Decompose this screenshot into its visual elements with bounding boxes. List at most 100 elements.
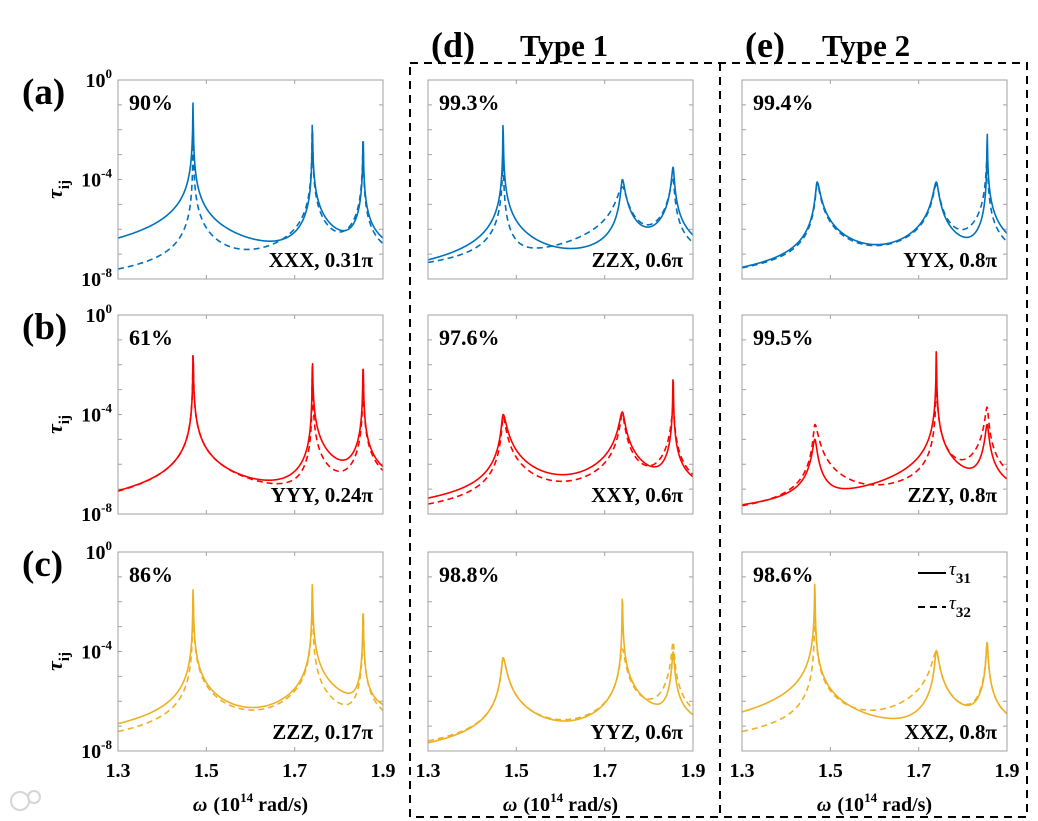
y-tick-label: 100 [86, 301, 113, 327]
x-tick-label: 1.5 [194, 760, 219, 782]
y-label-sub: ij [57, 180, 73, 189]
y-tick-label: 10-4 [81, 166, 112, 192]
series-group [428, 598, 693, 744]
structure-annotation: YYZ, 0.6π [590, 720, 683, 744]
axes-box [741, 79, 1008, 280]
panel-c-col3: 98.6% XXZ, 0.8π 1.3 1.5 1.7 1.9 ω (1014 rad/s) τ… [730, 551, 1020, 816]
axes-box [427, 314, 694, 515]
axes-box [117, 551, 384, 752]
legend-label: τ31 [949, 559, 971, 587]
efficiency-label: 98.6% [753, 562, 814, 587]
efficiency-label: 61% [129, 325, 173, 350]
series-group [118, 102, 383, 270]
y-tick-label: 100 [86, 538, 113, 564]
plot-area [742, 552, 1007, 751]
structure-annotation: YYY, 0.24π [271, 483, 374, 507]
series-line-tau32 [742, 386, 1007, 507]
x-label-exp: 14 [864, 790, 878, 805]
y-tick-exp: 0 [106, 538, 113, 553]
y-tick-label: 10-8 [81, 500, 112, 526]
y-label-sub: ij [57, 415, 73, 424]
series-line-tau31 [428, 124, 693, 261]
efficiency-label: 98.8% [439, 562, 500, 587]
x-tick-label: 1.5 [818, 760, 843, 782]
y-axis-label: τij [42, 180, 73, 199]
x-label-post: rad/s) [877, 794, 932, 816]
panel-a-col3: 99.4% YYX, 0.8π [741, 79, 1008, 280]
series-line-tau32 [742, 604, 1007, 733]
x-tick-label: 1.7 [906, 760, 931, 782]
x-axis-label: ω (1014 rad/s) [817, 790, 932, 816]
x-tick-label: 1.7 [282, 760, 307, 782]
series-group [428, 124, 693, 264]
series-line-tau31 [742, 133, 1007, 269]
structure-annotation: XXY, 0.6π [591, 483, 683, 507]
x-tick-label: 1.7 [592, 760, 617, 782]
x-label-exp: 14 [550, 790, 564, 805]
y-tick-exp: 0 [106, 301, 113, 316]
watermark-logo [10, 790, 41, 811]
series-line-tau31 [118, 354, 383, 492]
row-label-b: (b) [22, 307, 67, 348]
panel-b-col3: 99.5% ZZY, 0.8π [741, 314, 1008, 515]
panel-c-col2: 98.8% YYZ, 0.6π 1.3 1.5 1.7 1.9 ω (1014 rad/s) [416, 551, 706, 816]
axes-box [117, 79, 384, 280]
plot-area [118, 552, 383, 751]
efficiency-label: 99.3% [439, 90, 500, 115]
efficiency-label: 90% [129, 90, 173, 115]
y-tick-exp: -4 [101, 166, 112, 181]
legend-symbol: τ [949, 559, 957, 580]
efficiency-label: 99.5% [753, 325, 814, 350]
column-title-type2: Type 2 [822, 28, 910, 63]
structure-annotation: ZZX, 0.6π [592, 248, 684, 272]
efficiency-label: 99.4% [753, 90, 814, 115]
legend-symbol: τ [949, 593, 957, 614]
plot-area [428, 552, 693, 751]
series-line-tau32 [118, 354, 383, 492]
y-tick-label: 10-8 [81, 737, 112, 763]
y-tick-base: 10 [81, 504, 101, 526]
y-axis-label: τij [42, 415, 73, 434]
y-label-symbol: τ [42, 188, 67, 199]
y-tick-label: 10-4 [81, 401, 112, 427]
y-tick-base: 10 [86, 542, 106, 564]
series-line-tau31 [118, 102, 383, 242]
x-axis-label: ω (1014 rad/s) [193, 790, 308, 816]
series-line-tau32 [428, 159, 693, 264]
x-label-pre: (10 [523, 794, 550, 816]
y-tick-exp: -8 [101, 737, 112, 752]
y-label-symbol: τ [42, 660, 67, 671]
x-axis-label: ω (1014 rad/s) [503, 790, 618, 816]
series-group [742, 583, 1007, 733]
axes-box [427, 79, 694, 280]
plot-area [742, 315, 1007, 514]
x-label-symbol: ω [817, 794, 831, 816]
structure-annotation: XXZ, 0.8π [904, 720, 997, 744]
legend-label: τ32 [949, 593, 971, 621]
y-label-sub: ij [57, 652, 73, 661]
axes-box [427, 551, 694, 752]
y-tick-base: 10 [81, 405, 101, 427]
row-label-c: (c) [22, 544, 63, 585]
y-tick-base: 10 [81, 269, 101, 291]
structure-annotation: ZZY, 0.8π [907, 483, 997, 507]
y-tick-base: 10 [81, 170, 101, 192]
legend-sub: 32 [956, 605, 971, 621]
column-label-e: (e) [745, 25, 785, 65]
legend-sub: 31 [956, 571, 971, 587]
series-line-tau32 [428, 641, 693, 742]
series-group [742, 350, 1007, 507]
y-label-symbol: τ [42, 423, 67, 434]
x-tick-label: 1.9 [681, 760, 706, 782]
series-line-tau31 [742, 350, 1007, 506]
x-label-pre: (10 [837, 794, 864, 816]
column-label-d: (d) [431, 25, 475, 65]
y-tick-exp: -4 [101, 401, 112, 416]
panel-b-col2: 97.6% XXY, 0.6π [427, 314, 694, 515]
x-tick-label: 1.3 [730, 760, 755, 782]
